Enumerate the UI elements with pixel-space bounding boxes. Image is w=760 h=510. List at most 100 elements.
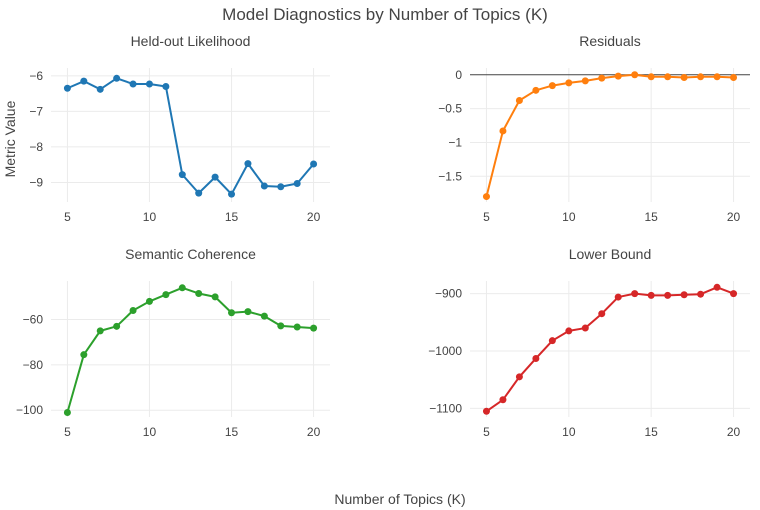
data-point (80, 351, 88, 359)
subplot-title: Residuals (579, 33, 640, 49)
data-point (680, 73, 688, 81)
data-point (482, 407, 490, 415)
data-point (631, 290, 639, 298)
y-tick-label: −900 (435, 287, 462, 301)
data-point (581, 324, 589, 332)
data-point (598, 74, 606, 82)
data-point (244, 160, 252, 168)
data-point (647, 291, 655, 299)
data-point (532, 354, 540, 362)
data-point (178, 171, 186, 179)
data-point (277, 322, 285, 330)
x-tick-label: 10 (562, 210, 576, 224)
data-point (730, 73, 738, 81)
data-point (260, 312, 268, 320)
data-point (713, 283, 721, 291)
data-point (211, 173, 219, 181)
x-tick-label: 20 (727, 210, 741, 224)
y-tick-label: −0.5 (438, 102, 462, 116)
data-point (697, 290, 705, 298)
data-point (598, 310, 606, 318)
x-tick-label: 5 (64, 425, 71, 439)
x-tick-label: 20 (727, 425, 741, 439)
data-point (178, 284, 186, 292)
data-point (499, 127, 507, 135)
panels-layer: 5 10 15 20 −9 −8 −7 −6 Held-out Likelihood 5 10 15 2… (16, 33, 750, 439)
x-tick-label: 5 (64, 210, 71, 224)
data-point (565, 79, 573, 87)
data-point (96, 85, 104, 93)
data-point (548, 337, 556, 345)
data-point (277, 183, 285, 191)
data-point (664, 291, 672, 299)
subplot-title: Lower Bound (569, 246, 652, 262)
panel-heldout: 5 10 15 20 −9 −8 −7 −6 Held-out Likelihood (29, 33, 330, 224)
data-point (631, 71, 639, 79)
data-point (499, 396, 507, 404)
subplot-title: Held-out Likelihood (131, 33, 251, 49)
data-point (614, 293, 622, 301)
data-point (211, 293, 219, 301)
data-point (129, 80, 137, 88)
data-point (228, 309, 236, 317)
panel-coherence: 5 10 15 20 −100 −80 −60 Semantic Coherence (16, 246, 330, 439)
data-point (532, 86, 540, 94)
y-tick-label: −80 (23, 358, 44, 372)
data-point (310, 324, 318, 332)
x-tick-label: 10 (562, 425, 576, 439)
y-tick-label: −60 (23, 313, 44, 327)
x-tick-label: 15 (225, 210, 239, 224)
y-tick-label: −1000 (428, 344, 462, 358)
x-tick-label: 15 (644, 210, 658, 224)
data-point (80, 77, 88, 85)
data-point (145, 297, 153, 305)
panel-lowerbound: 5 10 15 20 −1100 −1000 −900 Lower Bound (428, 246, 750, 439)
data-point (697, 73, 705, 81)
y-tick-label: −7 (29, 104, 43, 118)
figure-title: Model Diagnostics by Number of Topics (K… (222, 5, 548, 24)
x-tick-label: 20 (307, 210, 321, 224)
data-point (162, 291, 170, 299)
panel-residuals: 5 10 15 20 −1.5 −1 −0.5 0 Residuals (438, 33, 750, 224)
y-tick-label: −1 (448, 135, 462, 149)
data-point (310, 160, 318, 168)
data-point (145, 80, 153, 88)
y-tick-label: −1100 (429, 401, 462, 415)
data-point (96, 327, 104, 335)
data-point (515, 373, 523, 381)
data-point (162, 82, 170, 90)
series-line (485, 73, 734, 197)
data-point (113, 74, 121, 82)
x-tick-label: 10 (143, 425, 157, 439)
data-point (195, 289, 203, 297)
x-tick-label: 5 (483, 210, 490, 224)
series-line (485, 286, 734, 413)
data-point (730, 290, 738, 298)
data-point (113, 322, 121, 330)
y-tick-label: −8 (29, 140, 43, 154)
y-tick-label: −1.5 (438, 169, 462, 183)
y-tick-label: −9 (29, 175, 43, 189)
x-tick-label: 20 (307, 425, 321, 439)
data-point (664, 73, 672, 81)
x-tick-label: 15 (225, 425, 239, 439)
data-point (565, 327, 573, 335)
y-axis-label: Metric Value (2, 100, 18, 177)
data-point (548, 82, 556, 90)
y-tick-label: 0 (455, 68, 462, 82)
subplot-title: Semantic Coherence (125, 246, 256, 262)
y-tick-label: −6 (29, 69, 43, 83)
data-point (228, 190, 236, 198)
data-point (581, 77, 589, 85)
series-line (67, 77, 315, 196)
data-point (129, 306, 137, 314)
data-point (713, 73, 721, 81)
data-point (63, 84, 71, 92)
data-point (195, 189, 203, 197)
series-line (66, 286, 314, 413)
y-tick-label: −100 (16, 403, 43, 417)
data-point (647, 73, 655, 81)
x-tick-label: 15 (644, 425, 658, 439)
data-point (482, 193, 490, 201)
